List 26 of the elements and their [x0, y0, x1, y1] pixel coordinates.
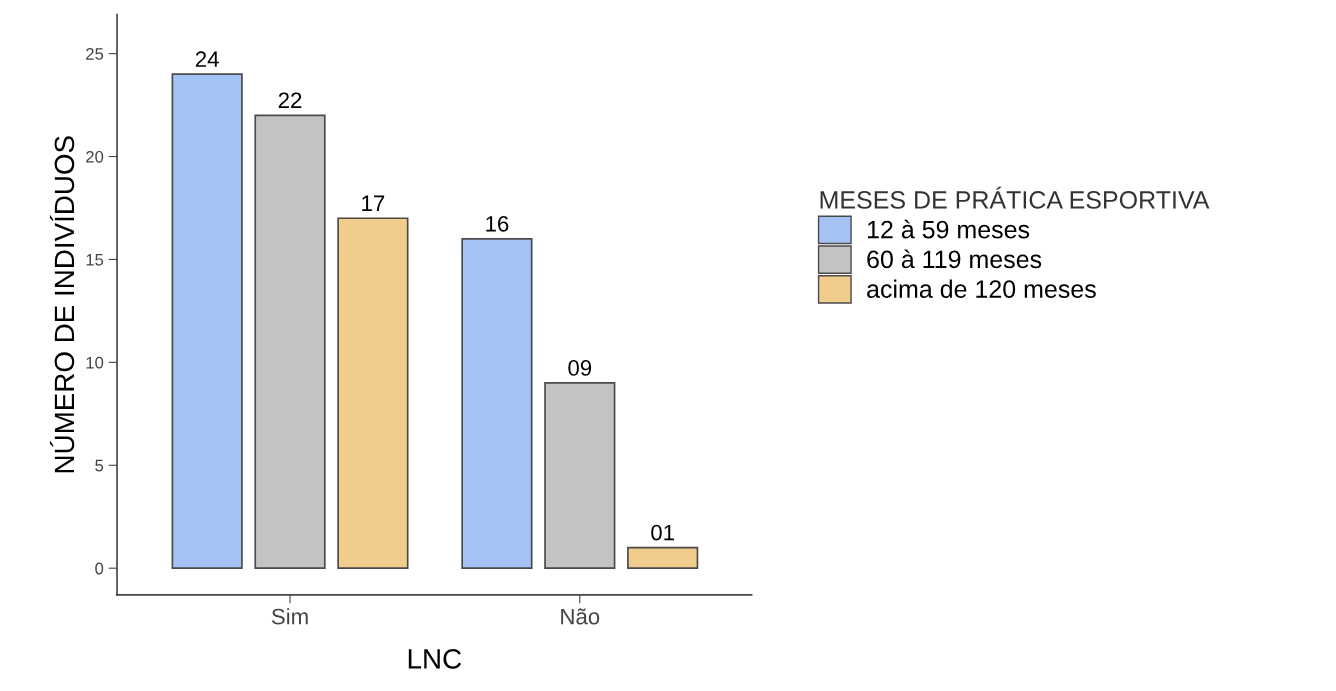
data-label: 24	[195, 51, 219, 67]
y-tick-label: 5	[95, 459, 104, 472]
bar	[461, 238, 533, 570]
legend-label: acima de 120 meses	[867, 279, 1096, 298]
x-tick-label: Sim	[271, 608, 308, 625]
legend-label: 60 à 119 meses	[867, 249, 1042, 269]
bar	[254, 114, 326, 570]
legend-title: MESES DE PRÁTICA ESPORTIVA	[820, 186, 1210, 209]
data-label: 22	[278, 92, 302, 108]
bar	[171, 73, 243, 570]
y-tick-label: 0	[95, 562, 104, 575]
data-label: 17	[362, 195, 385, 211]
x-axis-title: LNC	[408, 649, 462, 669]
y-tick-label: 20	[86, 150, 104, 163]
y-axis-title: NÚMERO DE INDIVÍDUOS	[49, 136, 75, 473]
data-label: 09	[568, 360, 592, 376]
legend-label: 12 à 59 meses	[867, 219, 1030, 239]
data-label: 16	[486, 215, 509, 232]
x-tick-label: Não	[561, 608, 600, 625]
y-tick-label: 25	[86, 48, 104, 60]
y-tick-label: 15	[86, 254, 104, 266]
bar	[627, 546, 699, 570]
bar	[337, 217, 409, 570]
data-label: 01	[651, 524, 674, 541]
bar	[544, 382, 616, 570]
y-tick-label: 10	[86, 356, 104, 369]
